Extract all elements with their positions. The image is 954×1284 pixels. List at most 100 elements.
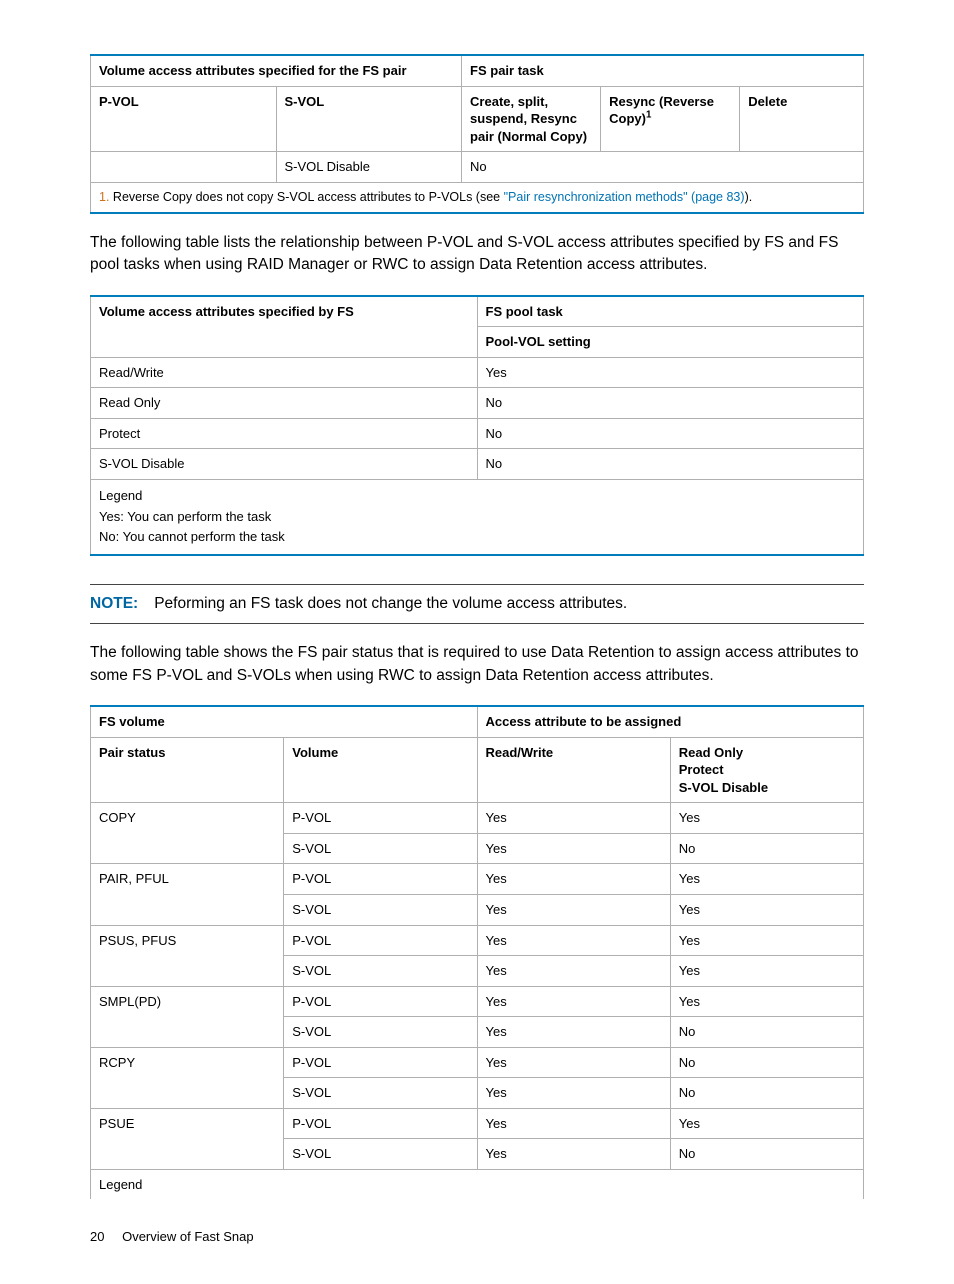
table-cell: P-VOL (284, 803, 477, 834)
table-cell: No (670, 1139, 863, 1170)
t2-legend-row: Legend Yes: You can perform the task No:… (91, 479, 864, 555)
table-cell: Yes (670, 956, 863, 987)
table-cell: P-VOL (284, 864, 477, 895)
table-cell: No (477, 388, 864, 419)
table-fs-pool-task: Volume access attributes specified by FS… (90, 295, 864, 557)
table-cell: P-VOL (284, 1108, 477, 1139)
table-cell: Yes (477, 1108, 670, 1139)
t3-legend: Legend (91, 1169, 864, 1199)
t1-footnote: 1. Reverse Copy does not copy S-VOL acce… (91, 182, 864, 212)
table-row: COPYP-VOLYesYes (91, 803, 864, 834)
table-row: ProtectNo (91, 418, 864, 449)
table-cell: S-VOL Disable (91, 449, 478, 480)
table-cell: No (670, 833, 863, 864)
t1-cell-empty (91, 152, 277, 183)
t1-sub-pvol: P-VOL (91, 86, 277, 152)
pair-status-cell: PSUS, PFUS (91, 925, 284, 986)
table-cell: S-VOL (284, 1139, 477, 1170)
t1-row-svol-disable: S-VOL Disable No (91, 152, 864, 183)
table-cell: Yes (670, 894, 863, 925)
table-cell: Yes (670, 986, 863, 1017)
t2-sub-pool: Pool-VOL setting (477, 327, 864, 358)
t1-sub-create: Create, split, suspend, Resync pair (Nor… (462, 86, 601, 152)
table-cell: Yes (477, 894, 670, 925)
table-cell: No (670, 1017, 863, 1048)
t2-legend: Legend Yes: You can perform the task No:… (91, 479, 864, 555)
table-cell: Protect (91, 418, 478, 449)
pair-status-cell: RCPY (91, 1047, 284, 1108)
table-cell: P-VOL (284, 986, 477, 1017)
t3-sub-readonly: Read Only Protect S-VOL Disable (670, 737, 863, 803)
t1-cell-no: No (462, 152, 864, 183)
t1-head-task: FS pair task (462, 55, 864, 86)
page-number: 20 (90, 1229, 104, 1244)
t3-head-fsvol: FS volume (91, 706, 478, 737)
table-cell: S-VOL (284, 1017, 477, 1048)
table-fs-pair-task: Volume access attributes specified for t… (90, 54, 864, 214)
table-cell: P-VOL (284, 925, 477, 956)
table-cell: Yes (477, 1017, 670, 1048)
table-cell: S-VOL (284, 956, 477, 987)
t2-head-attrs: Volume access attributes specified by FS (91, 296, 478, 358)
table-cell: Read/Write (91, 357, 478, 388)
table-cell: Yes (670, 864, 863, 895)
t1-sub-delete: Delete (740, 86, 864, 152)
table-cell: Yes (477, 956, 670, 987)
table-row: S-VOL DisableNo (91, 449, 864, 480)
table-row: RCPYP-VOLYesNo (91, 1047, 864, 1078)
pair-status-cell: COPY (91, 803, 284, 864)
note-label: NOTE: (90, 595, 138, 612)
table-cell: S-VOL (284, 833, 477, 864)
page-content: Volume access attributes specified for t… (0, 0, 954, 1284)
t1-sub-svol: S-VOL (276, 86, 462, 152)
table-cell: P-VOL (284, 1047, 477, 1078)
table-cell: No (477, 418, 864, 449)
note-text: Peforming an FS task does not change the… (154, 595, 627, 612)
table-cell: Yes (477, 986, 670, 1017)
t3-legend-row: Legend (91, 1169, 864, 1199)
table-row: PSUS, PFUSP-VOLYesYes (91, 925, 864, 956)
table-cell: No (670, 1047, 863, 1078)
footnote-link[interactable]: "Pair resynchronization methods" (page 8… (504, 190, 745, 204)
t3-head-access: Access attribute to be assigned (477, 706, 864, 737)
pair-status-cell: PAIR, PFUL (91, 864, 284, 925)
table-cell: Yes (670, 925, 863, 956)
table-cell: S-VOL (284, 1078, 477, 1109)
table-row: Read/WriteYes (91, 357, 864, 388)
page-footer: 20 Overview of Fast Snap (90, 1199, 864, 1244)
table-cell: Yes (670, 1108, 863, 1139)
paragraph-1: The following table lists the relationsh… (90, 232, 864, 277)
t2-head-pool: FS pool task (477, 296, 864, 327)
table-cell: S-VOL (284, 894, 477, 925)
table-cell: Yes (477, 357, 864, 388)
t3-sub-rw: Read/Write (477, 737, 670, 803)
table-cell: Yes (477, 925, 670, 956)
table-cell: Yes (477, 864, 670, 895)
pair-status-cell: SMPL(PD) (91, 986, 284, 1047)
table-pair-status: FS volume Access attribute to be assigne… (90, 705, 864, 1199)
paragraph-2: The following table shows the FS pair st… (90, 642, 864, 687)
table-cell: Yes (477, 833, 670, 864)
table-cell: Yes (477, 803, 670, 834)
footer-title: Overview of Fast Snap (122, 1229, 254, 1244)
t3-sub-pair: Pair status (91, 737, 284, 803)
table-cell: Yes (670, 803, 863, 834)
table-cell: Yes (477, 1047, 670, 1078)
t1-cell-svol-disable: S-VOL Disable (276, 152, 462, 183)
t1-sub-resync: Resync (Reverse Copy)1 (601, 86, 740, 152)
table-row: SMPL(PD)P-VOLYesYes (91, 986, 864, 1017)
table-row: Read OnlyNo (91, 388, 864, 419)
table-cell: Yes (477, 1139, 670, 1170)
table-cell: No (477, 449, 864, 480)
t1-head-attrs: Volume access attributes specified for t… (91, 55, 462, 86)
table-cell: No (670, 1078, 863, 1109)
table-row: PSUEP-VOLYesYes (91, 1108, 864, 1139)
t3-sub-vol: Volume (284, 737, 477, 803)
t1-footnote-row: 1. Reverse Copy does not copy S-VOL acce… (91, 182, 864, 212)
table-row: PAIR, PFULP-VOLYesYes (91, 864, 864, 895)
table-cell: Read Only (91, 388, 478, 419)
table-cell: Yes (477, 1078, 670, 1109)
note-block: NOTE: Peforming an FS task does not chang… (90, 584, 864, 624)
pair-status-cell: PSUE (91, 1108, 284, 1169)
footnote-marker: 1. (99, 190, 109, 204)
